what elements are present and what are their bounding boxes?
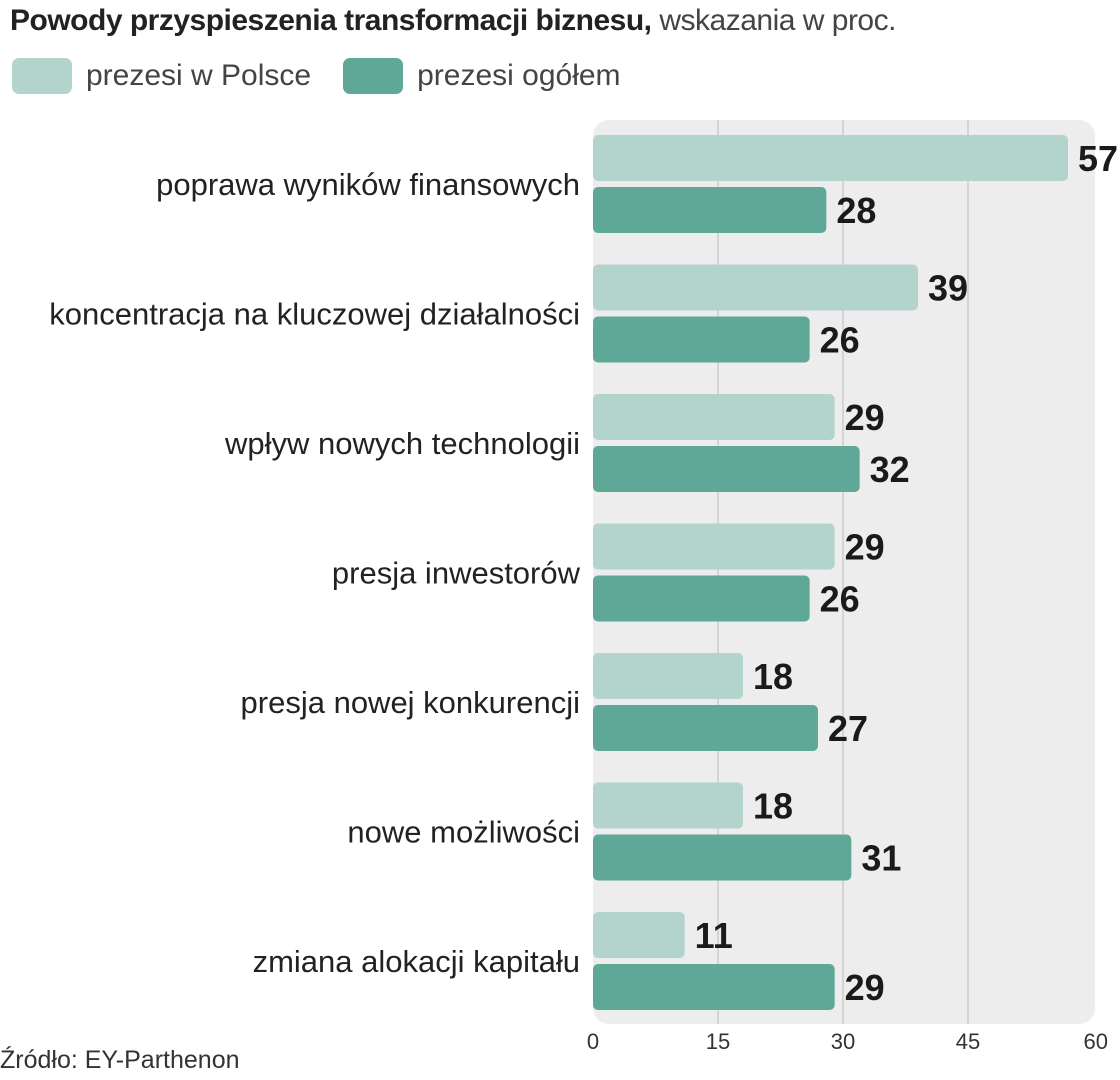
x-tick-label-0: 0 bbox=[587, 1029, 599, 1054]
category-label-2: koncentracja na kluczowej działalności bbox=[49, 297, 580, 332]
legend-swatch-poland bbox=[12, 58, 72, 94]
source-note: Źródło: EY-Parthenon bbox=[0, 1046, 240, 1074]
legend-swatch-overall bbox=[343, 58, 404, 94]
bar-poland-7 bbox=[593, 912, 685, 958]
x-tick-label-45: 45 bbox=[956, 1029, 980, 1054]
legend-label-overall: prezesi ogółem bbox=[417, 59, 621, 92]
value-label-overall-3: 32 bbox=[870, 449, 910, 490]
chart-title-rest: wskazania w proc. bbox=[651, 4, 896, 37]
value-label-poland-4: 29 bbox=[845, 527, 885, 568]
value-label-overall-4: 26 bbox=[820, 579, 860, 620]
value-label-overall-7: 29 bbox=[845, 967, 885, 1008]
category-label-7: zmiana alokacji kapitału bbox=[253, 944, 580, 979]
bar-poland-5 bbox=[593, 653, 743, 699]
legend-label-poland: prezesi w Polsce bbox=[86, 59, 312, 92]
chart-title: Powody przyspieszenia transformacji bizn… bbox=[10, 2, 896, 40]
bar-overall-3 bbox=[593, 446, 860, 492]
category-label-5: presja nowej konkurencji bbox=[241, 685, 580, 720]
chart-title-bold: Powody przyspieszenia transformacji bizn… bbox=[10, 4, 652, 37]
value-label-overall-2: 26 bbox=[820, 320, 860, 361]
category-label-6: nowe możliwości bbox=[347, 815, 580, 850]
value-label-poland-3: 29 bbox=[845, 397, 885, 438]
value-label-poland-7: 11 bbox=[695, 915, 733, 956]
bar-overall-1 bbox=[593, 187, 827, 233]
value-label-poland-1: 57 bbox=[1078, 138, 1118, 179]
bar-poland-2 bbox=[593, 264, 918, 311]
category-label-1: poprawa wyników finansowych bbox=[156, 167, 580, 202]
bar-overall-2 bbox=[593, 316, 810, 363]
value-label-overall-1: 28 bbox=[836, 190, 876, 231]
legend-item-overall: prezesi ogółem bbox=[343, 58, 621, 94]
bar-poland-1 bbox=[593, 135, 1068, 181]
bar-overall-6 bbox=[593, 834, 852, 881]
value-label-overall-6: 31 bbox=[861, 838, 901, 879]
bar-overall-5 bbox=[593, 705, 818, 751]
bar-poland-3 bbox=[593, 394, 835, 440]
bar-overall-4 bbox=[593, 575, 810, 622]
category-label-4: presja inwestorów bbox=[332, 556, 581, 591]
x-tick-label-15: 15 bbox=[706, 1029, 730, 1054]
legend: prezesi w Polsce prezesi ogółem bbox=[12, 58, 653, 94]
category-label-3: wpływ nowych technologii bbox=[224, 426, 580, 461]
value-label-poland-6: 18 bbox=[753, 786, 793, 827]
bar-poland-6 bbox=[593, 782, 743, 829]
legend-item-poland: prezesi w Polsce bbox=[12, 58, 311, 94]
value-label-poland-5: 18 bbox=[753, 656, 793, 697]
value-label-poland-2: 39 bbox=[928, 268, 968, 309]
value-label-overall-5: 27 bbox=[828, 708, 868, 749]
bar-poland-4 bbox=[593, 523, 835, 570]
x-tick-label-30: 30 bbox=[831, 1029, 855, 1054]
bar-overall-7 bbox=[593, 964, 835, 1010]
x-tick-label-60: 60 bbox=[1084, 1029, 1108, 1054]
